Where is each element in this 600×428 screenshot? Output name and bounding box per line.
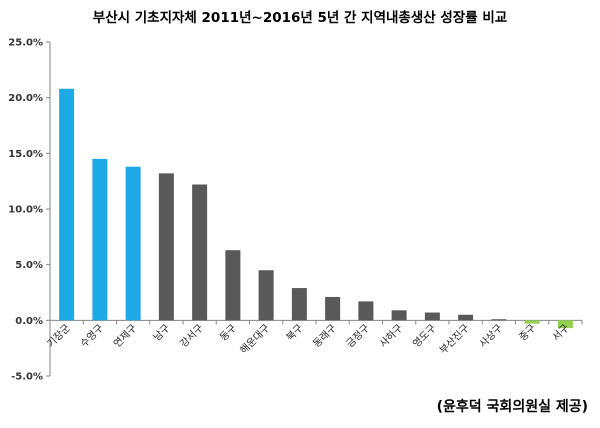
source-credit: (윤후덕 국회의원실 제공) <box>437 398 588 415</box>
y-tick-label: 25.0% <box>8 38 43 49</box>
bar <box>125 166 141 321</box>
chart-title: 부산시 기초지자체 2011년~2016년 5년 간 지역내총생산 성장률 비교 <box>92 10 508 26</box>
bar <box>524 320 540 324</box>
y-tick-label: 0.0% <box>15 316 43 327</box>
chart-frame: -5.0% 0.0% 5.0% 10.0% 15.0% 20.0% 25.0% 기장군 수영구… <box>0 28 600 428</box>
x-category-label: 사상구 <box>477 322 505 350</box>
x-category-label: 부산진구 <box>437 322 472 357</box>
bar <box>225 250 241 321</box>
x-category-label: 영도구 <box>410 322 438 350</box>
y-tick-label: 20.0% <box>8 93 43 104</box>
bar <box>92 158 108 321</box>
x-category-label: 북구 <box>284 322 306 344</box>
bar-chart: -5.0% 0.0% 5.0% 10.0% 15.0% 20.0% 25.0% 기장군 수영구… <box>8 38 588 416</box>
x-axis-labels: 기장군 수영구 연제구 남구 강서구 동구 해운대구 북구 동래구 금정구 사하구 영도구 부산진구 사상… <box>45 321 572 356</box>
bar <box>158 173 174 321</box>
bar <box>424 312 440 321</box>
x-category-label: 남구 <box>151 322 173 344</box>
bar <box>291 288 307 321</box>
y-tick-label: 10.0% <box>8 205 43 216</box>
bars <box>59 88 573 329</box>
x-category-label: 동구 <box>217 322 239 344</box>
x-category-label: 중구 <box>517 322 539 344</box>
bar <box>325 296 341 321</box>
x-category-label: 강서구 <box>178 322 206 350</box>
x-category-label: 연제구 <box>111 322 139 350</box>
x-category-label: 기장군 <box>45 322 73 350</box>
bar <box>491 319 507 321</box>
x-category-label: 해운대구 <box>237 321 272 356</box>
bar <box>59 88 75 321</box>
bar <box>557 320 573 329</box>
bar <box>391 310 407 321</box>
y-tick-label: 5.0% <box>15 260 43 271</box>
x-category-label: 동래구 <box>311 322 339 350</box>
bar <box>358 301 374 321</box>
x-category-label: 금정구 <box>344 322 372 350</box>
x-category-label: 수영구 <box>78 322 106 350</box>
x-category-label: 사하구 <box>377 321 406 350</box>
bar <box>192 184 208 321</box>
y-tick-label: -5.0% <box>11 372 43 383</box>
y-tick-label: 15.0% <box>8 149 43 160</box>
bar <box>458 314 474 321</box>
bar <box>258 270 274 321</box>
